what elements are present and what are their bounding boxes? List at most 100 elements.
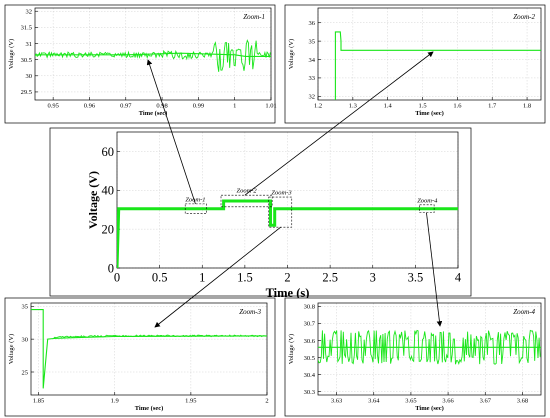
zoom-box-label: Zoom-4: [417, 197, 438, 204]
x-tick-label: 1.5: [418, 103, 426, 110]
y-tick-label: 25: [22, 369, 29, 376]
series-oscillation: [318, 329, 541, 365]
series-line: [31, 309, 267, 389]
x-tick-label: 1.3: [349, 103, 357, 110]
x-tick-label: 1.85: [33, 398, 44, 405]
x-tick-label: 0.96: [84, 103, 96, 110]
y-tick-label: 34: [309, 57, 316, 64]
x-tick-label: 3.65: [405, 398, 416, 405]
x-tick-label: 0.95: [47, 103, 58, 110]
y-tick-label: 0: [108, 261, 114, 275]
y-tick-label: 20: [102, 223, 115, 237]
panel-title: Zoom-4: [513, 308, 535, 316]
panel-frame: [284, 4, 546, 124]
y-tick-label: 35: [309, 38, 316, 45]
zoom-box-label: Zoom-2: [236, 188, 257, 195]
zoom-arrow-1: [146, 59, 196, 205]
y-tick-label: 31: [26, 41, 33, 48]
y-axis-label: Voltage (V): [8, 334, 15, 364]
zoom-arrow-2: [244, 51, 434, 196]
x-tick-label: 0.97: [120, 103, 132, 110]
y-tick-label: 31.5: [21, 25, 32, 32]
y-axis-label: Voltage (V): [288, 334, 295, 364]
x-tick-label: 2: [284, 271, 290, 285]
y-axis-label: Voltage (V): [288, 39, 295, 69]
y-tick-label: 30: [26, 73, 33, 80]
x-axis-label: Time (sec): [415, 405, 444, 412]
panel-title: Zoom-2: [513, 13, 535, 21]
x-tick-label: 1: [233, 103, 236, 110]
x-tick-label: 1.4: [384, 103, 393, 110]
panel-zoom2: 1.2 1.3 1.4 1.5 1.6 1.7 1.8 32 33 34 35 36 Time (sec…: [284, 4, 546, 124]
y-axis-label: Voltage (V): [8, 39, 15, 69]
zoom-arrow-4: [426, 212, 443, 327]
y-tick-label: 33: [309, 75, 316, 82]
x-tick-label: 0.98: [156, 103, 167, 110]
y-tick-label: 40: [102, 184, 115, 198]
x-tick-label: 0: [114, 271, 120, 285]
x-tick-label: 3.67: [480, 398, 492, 405]
plot-area-frame: [317, 302, 542, 396]
y-axis-label: Voltage (V): [86, 171, 100, 229]
x-tick-label: 3.5: [408, 271, 424, 285]
y-tick-label: 30.7: [304, 321, 316, 328]
plot-area-frame: [30, 302, 268, 396]
y-tick-label: 60: [102, 145, 115, 159]
x-tick-label: 1: [199, 271, 205, 285]
x-tick-label: 3: [370, 271, 376, 285]
zoom-box-label: Zoom-1: [185, 196, 205, 203]
x-axis-label: Time (sec): [135, 405, 164, 412]
x-tick-label: 0.5: [152, 271, 168, 285]
x-tick-label: 1.8: [523, 103, 531, 110]
x-tick-label: 1.2: [314, 103, 322, 110]
y-tick-label: 30.4: [304, 372, 316, 379]
x-tick-label: 1.9: [111, 398, 119, 405]
x-tick-label: 2: [265, 398, 268, 405]
panel-frame: [4, 297, 276, 417]
y-tick-label: 32: [309, 94, 316, 101]
panel-zoom1: 0.95 0.96 0.97 0.98 0.99 1 1.01 29.5 30 30.5 31 31.…: [4, 4, 277, 124]
y-tick-label: 30.8: [304, 304, 315, 311]
x-axis-label: Time (s): [266, 286, 310, 300]
zoom-arrow-3: [154, 226, 281, 328]
x-axis-label: Time (sec): [415, 110, 444, 117]
plot-area-frame: [317, 7, 542, 101]
y-tick-label: 30.6: [304, 338, 316, 345]
x-tick-label: 3.63: [331, 398, 342, 405]
panel-zoom4: 3.63 3.64 3.65 3.66 3.67 3.68 30.3 30.4 30.5 30.6…: [284, 297, 546, 417]
x-tick-label: 1.6: [453, 103, 462, 110]
panel-title: Zoom-1: [243, 13, 265, 21]
zoom-box-1: [184, 203, 207, 214]
y-tick-label: 36: [309, 20, 316, 27]
y-tick-label: 30.5: [304, 355, 315, 362]
panel-zoom3: 1.85 1.9 1.95 2 25 30 35 Time (sec) Voltage (V) Z…: [4, 297, 276, 417]
plot-area-frame: [34, 7, 272, 101]
series-oscillation: [53, 334, 267, 339]
x-tick-label: 3.68: [517, 398, 528, 405]
y-tick-label: 32: [26, 9, 33, 16]
y-tick-label: 30.5: [21, 57, 32, 64]
y-tick-label: 35: [22, 304, 29, 311]
x-tick-label: 4: [455, 271, 462, 285]
x-tick-label: 0.99: [193, 103, 204, 110]
x-tick-label: 1.01: [265, 103, 276, 110]
y-tick-label: 30.3: [304, 389, 315, 396]
plot-area-frame: [116, 131, 459, 269]
zoom-box-label: Zoom-3: [271, 190, 292, 197]
x-tick-label: 2.5: [322, 271, 338, 285]
zoom-box-4: [419, 204, 435, 213]
y-tick-label: 29.5: [21, 89, 32, 96]
x-tick-label: 1.95: [185, 398, 196, 405]
panel-title: Zoom-3: [239, 308, 261, 316]
x-tick-label: 1.5: [237, 271, 253, 285]
series-line: [117, 199, 458, 268]
series-line: [334, 31, 541, 100]
zoom-box-2: [220, 194, 273, 208]
x-tick-label: 3.66: [442, 398, 454, 405]
series-oscillation: [35, 39, 271, 72]
x-tick-label: 1.7: [488, 103, 497, 110]
x-tick-label: 3.64: [368, 398, 380, 405]
